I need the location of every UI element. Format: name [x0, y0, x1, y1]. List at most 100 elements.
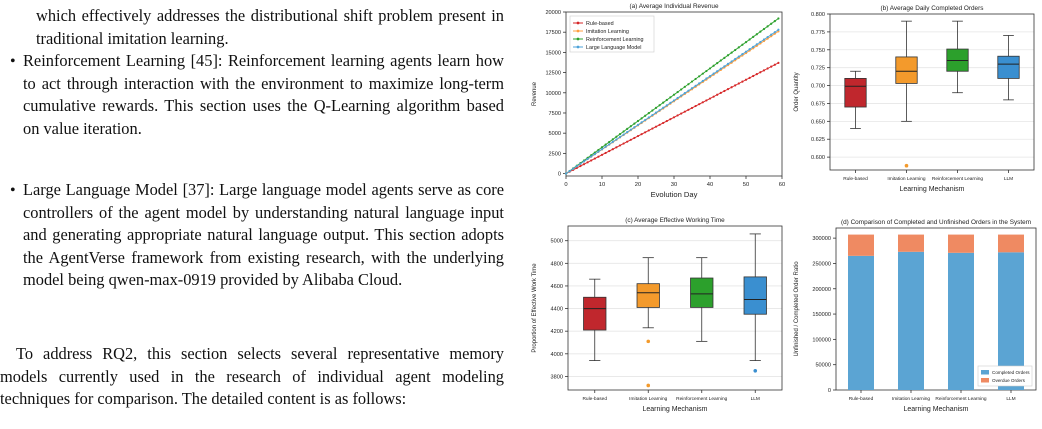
data-point	[640, 121, 643, 124]
y-tick-label: 20000	[545, 10, 561, 16]
data-point	[748, 76, 751, 80]
plot-frame	[829, 13, 1035, 171]
y-tick-label: 5000	[551, 239, 563, 245]
y-tick-label: 200000	[812, 287, 831, 293]
data-point	[665, 104, 668, 107]
y-tick-label: 0	[558, 172, 561, 178]
data-point	[597, 148, 600, 152]
data-point	[690, 87, 694, 90]
legend-label: Large Language Model	[586, 45, 641, 51]
data-point	[762, 38, 766, 41]
data-point	[579, 164, 582, 168]
data-point	[773, 63, 776, 66]
data-point	[618, 133, 622, 136]
x-tick-label: Rule-based	[582, 396, 607, 402]
x-tick-label: Rule-based	[849, 396, 874, 402]
legend-swatch	[981, 370, 989, 375]
data-point	[690, 106, 694, 110]
data-point	[608, 149, 611, 153]
rq2-paragraph: To address RQ2, this section selects sev…	[0, 344, 504, 408]
chart-average-effective-working-time: 3800 4000 4200 4400 4600 4800 5000 (c) Average …	[532, 217, 783, 413]
x-tick-label: 40	[707, 182, 713, 188]
legend-label: Rule-based	[586, 21, 614, 27]
data-point	[766, 35, 769, 39]
x-tick-label: 50	[743, 182, 749, 188]
data-point	[593, 157, 596, 160]
data-point	[698, 103, 701, 106]
data-point	[593, 151, 596, 154]
x-tick-label: Reinforcement Learning	[932, 176, 984, 182]
data-point	[741, 53, 744, 56]
data-point	[654, 106, 658, 109]
data-point	[672, 116, 676, 119]
data-point	[748, 38, 751, 41]
legend-marker	[576, 37, 580, 41]
data-point	[626, 127, 629, 130]
data-point	[611, 140, 614, 143]
data-point	[615, 146, 618, 149]
x-tick-label: 30	[671, 182, 677, 188]
x-tick-label: 0	[564, 182, 567, 188]
data-point	[604, 145, 607, 148]
data-point	[658, 104, 661, 107]
data-point	[575, 165, 578, 168]
data-point	[654, 111, 658, 114]
data-point	[629, 138, 632, 141]
y-axis-label: Revenue	[532, 81, 538, 106]
data-point	[564, 172, 568, 175]
legend-swatch	[981, 378, 989, 383]
data-point	[672, 93, 676, 96]
data-point	[741, 43, 744, 46]
y-tick-label: 12500	[545, 71, 561, 77]
bar-segment	[948, 234, 974, 253]
data-point	[662, 101, 665, 104]
x-axis-label: Learning Mechanism	[900, 186, 965, 193]
legend-label: Overdue Orders	[992, 378, 1026, 383]
bullet-large-language-model: Large Language Model [37]: Large languag…	[23, 180, 504, 289]
data-point	[683, 85, 686, 88]
data-point	[777, 28, 780, 31]
x-tick-label: 10	[599, 182, 605, 188]
data-point	[572, 167, 575, 170]
data-point	[687, 108, 690, 111]
data-point	[615, 135, 618, 138]
y-tick-label: 0.775	[811, 30, 825, 36]
data-point	[773, 32, 776, 35]
data-point	[633, 136, 636, 140]
x-axis-label: Evolution Day	[651, 190, 698, 199]
legend-marker	[576, 29, 580, 33]
x-tick-label: 60	[779, 182, 785, 188]
data-point	[755, 33, 758, 36]
data-point	[593, 152, 596, 156]
x-tick-label: 20	[635, 182, 641, 188]
data-point	[604, 143, 607, 146]
y-tick-label: 7500	[549, 111, 561, 117]
data-point	[752, 74, 755, 78]
box	[997, 55, 1020, 79]
data-point	[590, 155, 593, 158]
chart-average-daily-completed-orders: 0.600 0.625 0.650 0.675 0.700 0.725 0.750 0.775…	[794, 5, 1035, 193]
data-point	[647, 129, 650, 132]
data-point	[647, 112, 650, 115]
data-point	[604, 151, 607, 155]
y-tick-label: 0.800	[811, 12, 825, 18]
y-tick-label: 10000	[545, 91, 561, 97]
data-point	[676, 114, 679, 117]
data-point	[626, 131, 629, 134]
data-point	[680, 88, 683, 91]
data-point	[708, 74, 712, 78]
data-point	[705, 69, 708, 73]
x-tick-label: Rule-based	[843, 176, 868, 182]
data-point	[777, 30, 780, 33]
data-point	[748, 48, 751, 51]
legend-marker	[576, 21, 580, 25]
legend-label: Imitation Learning	[586, 29, 629, 35]
data-point	[672, 99, 676, 102]
y-tick-label: 0.600	[811, 155, 825, 161]
data-point	[712, 72, 715, 75]
data-point	[719, 59, 722, 62]
data-point	[730, 86, 733, 89]
legend-label: Reinforcement Learning	[586, 37, 644, 43]
data-point	[726, 62, 730, 65]
chart-completed-unfinished-orders: 0 50000 100000 150000 200000 250000 300000 (d) …	[794, 219, 1037, 413]
